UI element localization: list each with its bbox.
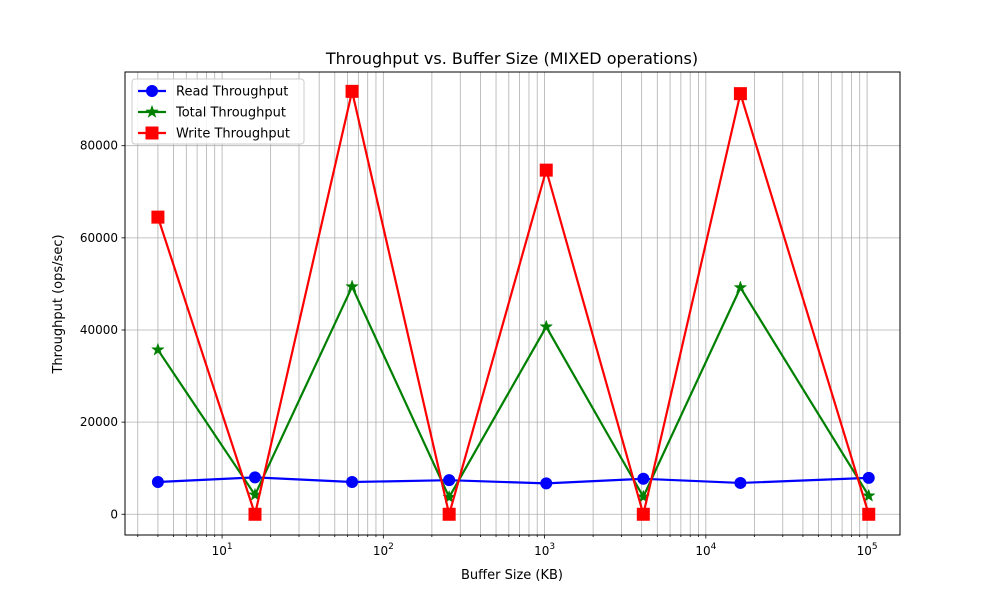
grid bbox=[125, 72, 900, 535]
y-tick-label: 80000 bbox=[80, 139, 118, 153]
series-write-throughput bbox=[151, 84, 876, 521]
data-point bbox=[637, 472, 650, 485]
legend-label: Total Throughput bbox=[175, 106, 286, 121]
legend-item: Total Throughput bbox=[138, 104, 286, 121]
data-point bbox=[442, 507, 456, 521]
y-tick-label: 60000 bbox=[80, 231, 118, 245]
legend-marker bbox=[145, 126, 159, 140]
chart-title: Throughput vs. Buffer Size (MIXED operat… bbox=[325, 49, 698, 68]
data-point bbox=[346, 476, 359, 489]
series-read-throughput bbox=[151, 471, 875, 490]
legend-item: Read Throughput bbox=[138, 85, 288, 100]
ticks: 0 20000 40000 60000 80000 101 102 103 104 105 bbox=[80, 139, 878, 558]
data-point bbox=[151, 342, 165, 356]
series-line bbox=[157, 476, 869, 485]
x-tick-label: 101 bbox=[212, 542, 233, 558]
series-layer bbox=[151, 84, 876, 521]
data-point bbox=[248, 471, 261, 484]
data-point bbox=[861, 488, 876, 502]
legend: Read Throughput Total Throughput Write Thr… bbox=[131, 78, 305, 145]
data-point bbox=[636, 507, 650, 521]
data-point bbox=[862, 507, 876, 521]
data-point bbox=[151, 476, 164, 489]
data-point bbox=[151, 210, 165, 224]
y-axis-label: Throughput (ops/sec) bbox=[51, 234, 66, 374]
y-tick-label: 20000 bbox=[80, 415, 118, 429]
y-tick-label: 0 bbox=[110, 507, 118, 521]
data-point bbox=[248, 507, 262, 521]
legend-item: Write Throughput bbox=[138, 126, 290, 142]
x-tick-label: 102 bbox=[373, 542, 394, 558]
data-point bbox=[443, 474, 456, 487]
x-axis-label: Buffer Size (KB) bbox=[461, 568, 563, 583]
plot-area-background bbox=[125, 72, 900, 535]
series-line bbox=[156, 284, 870, 500]
data-point bbox=[345, 279, 359, 293]
data-point bbox=[539, 319, 554, 333]
series-line bbox=[156, 89, 870, 519]
data-point bbox=[733, 280, 748, 294]
legend-marker bbox=[145, 104, 159, 118]
legend-box bbox=[131, 78, 305, 145]
data-point bbox=[733, 87, 747, 101]
data-point bbox=[540, 477, 553, 490]
series-total-throughput bbox=[151, 279, 876, 504]
x-tick-label: 104 bbox=[695, 542, 716, 558]
x-tick-label: 103 bbox=[534, 542, 555, 558]
data-point bbox=[734, 476, 747, 489]
legend-marker bbox=[146, 85, 158, 97]
data-point bbox=[862, 471, 875, 484]
plot-frame bbox=[124, 71, 901, 536]
legend-label: Write Throughput bbox=[176, 127, 290, 142]
y-tick-label: 40000 bbox=[80, 323, 118, 337]
legend-label: Read Throughput bbox=[176, 85, 288, 100]
x-tick-label: 105 bbox=[857, 542, 878, 558]
data-point bbox=[539, 163, 553, 177]
data-point bbox=[345, 84, 359, 98]
